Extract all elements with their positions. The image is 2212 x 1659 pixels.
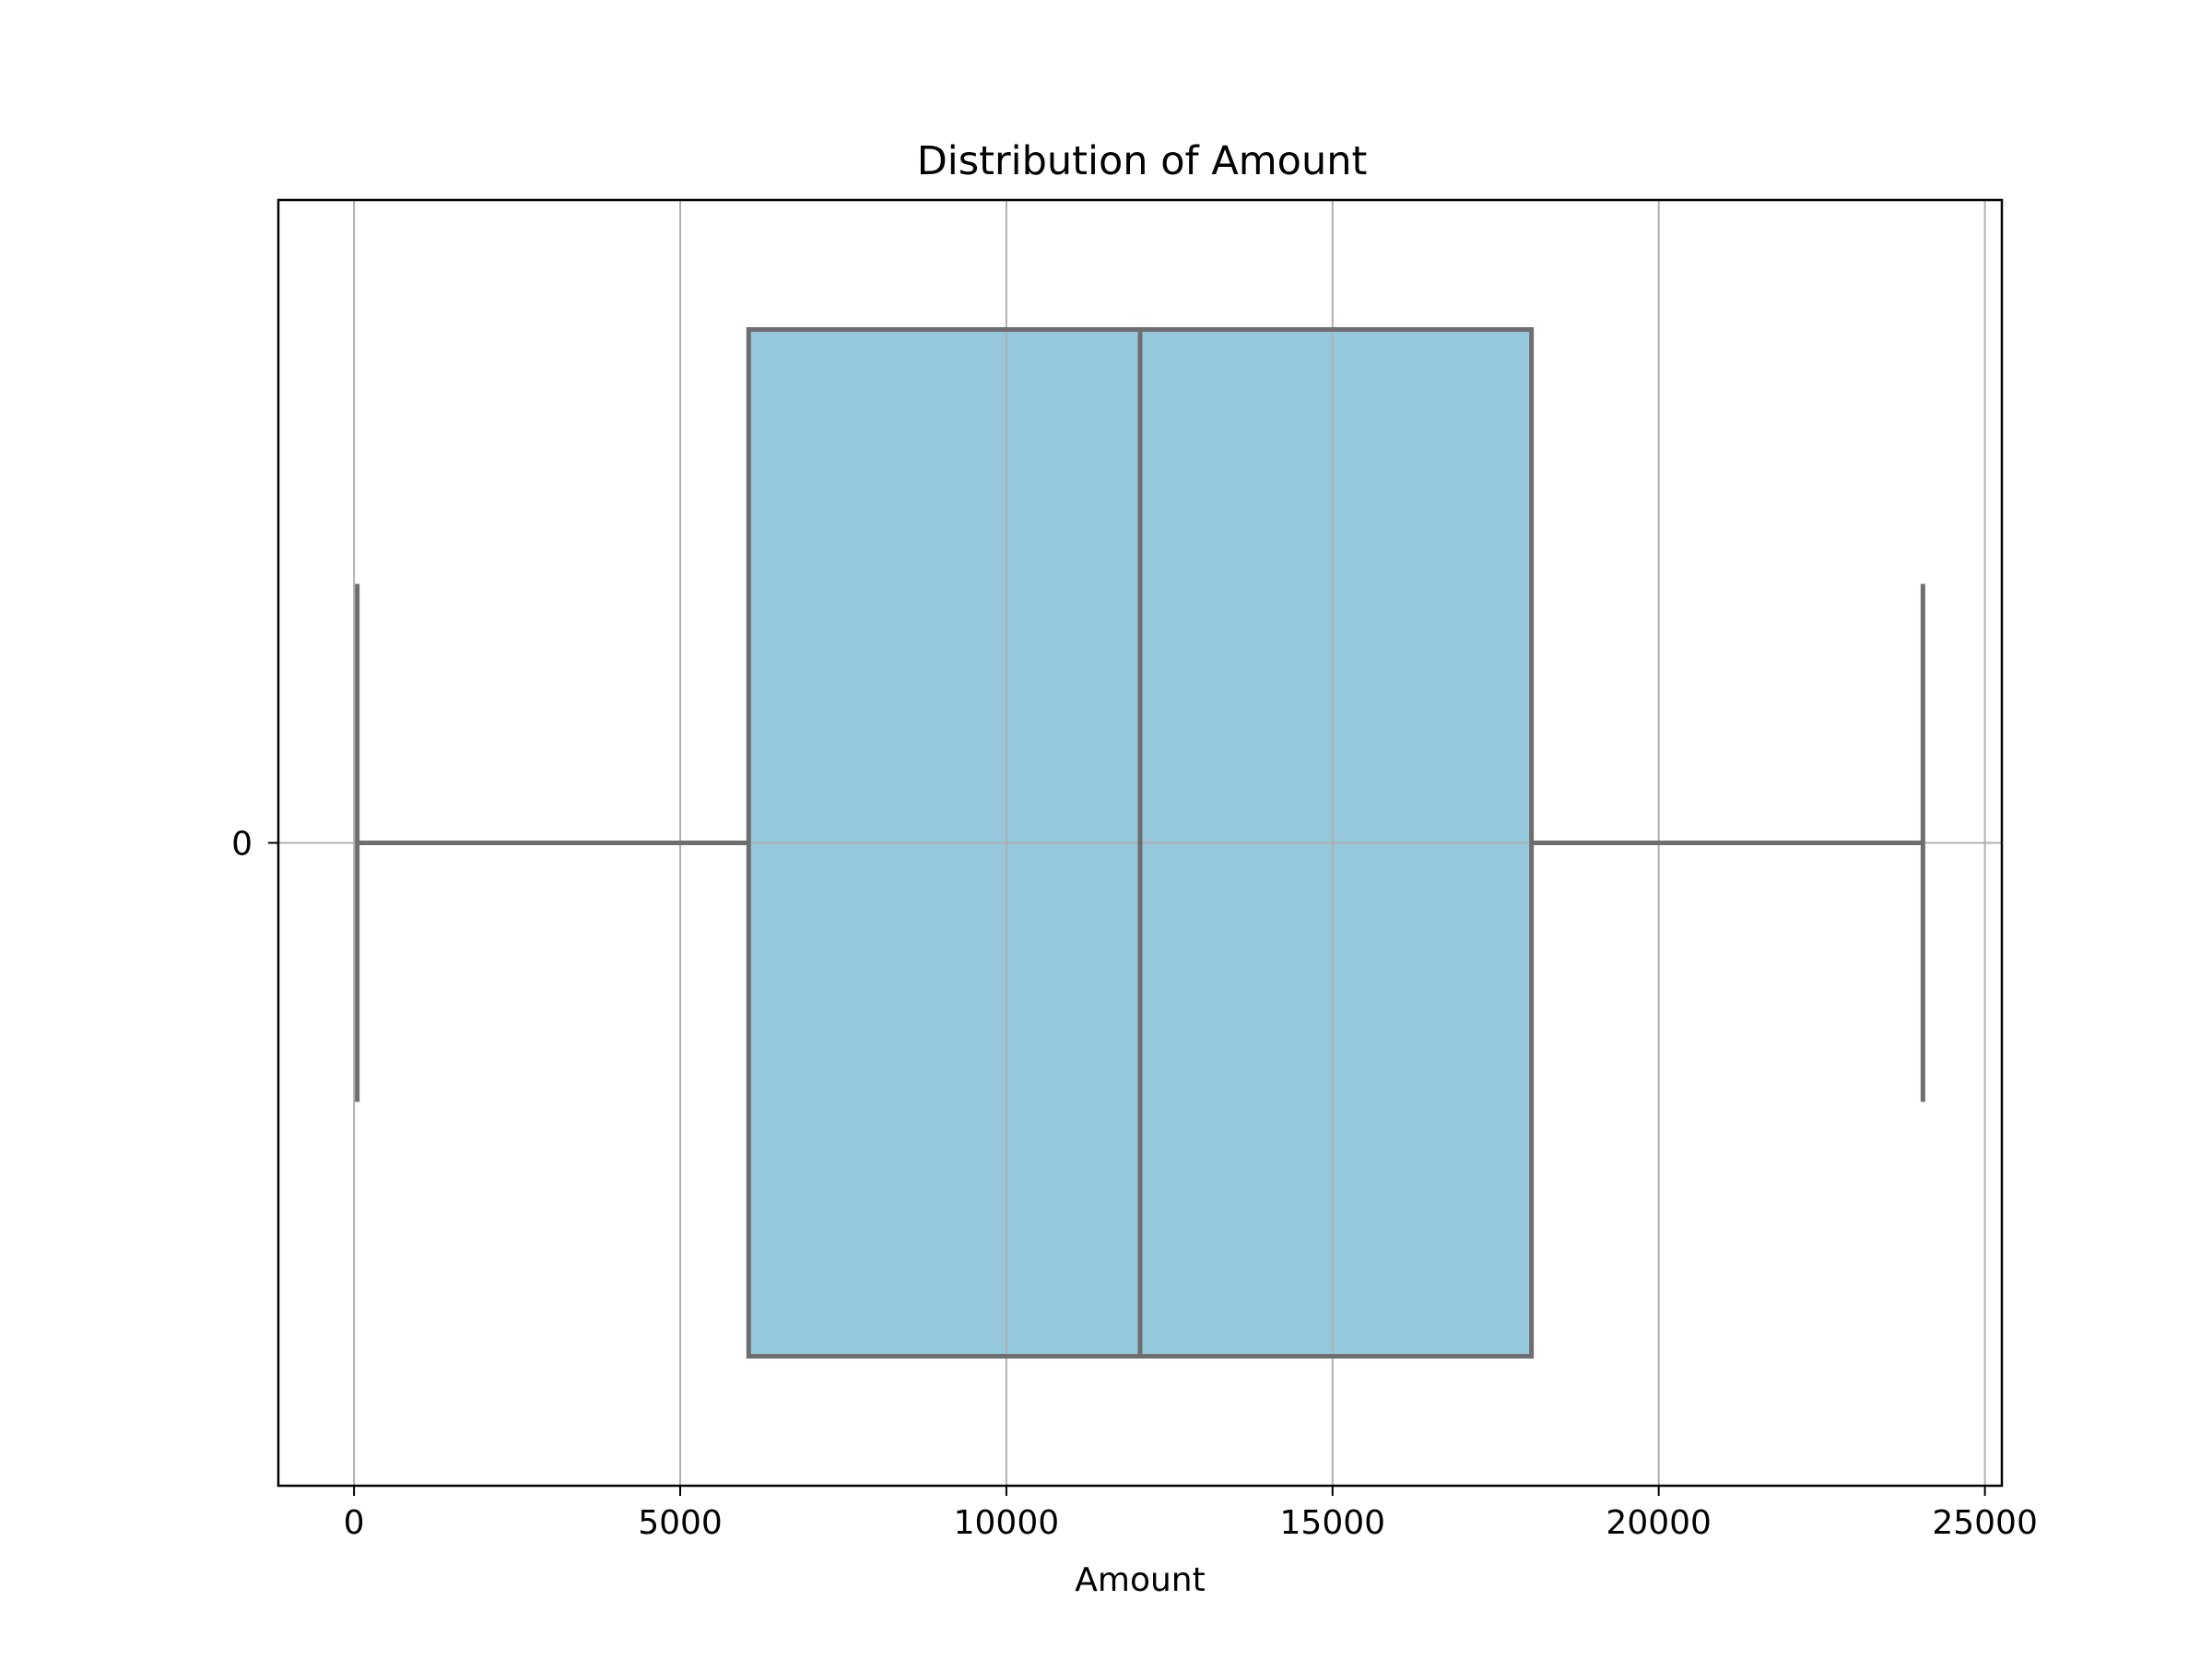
x-tick-label: 10000: [954, 1504, 1060, 1542]
plot-frame: [276, 198, 2004, 1488]
chart-title: Distribution of Amount: [917, 138, 1368, 184]
axis-layer: 0 5000 10000 15000 20000 25000 0: [231, 826, 2038, 1543]
x-tick-label: 25000: [1932, 1504, 2038, 1542]
y-tick-label: 0: [231, 826, 253, 864]
x-tick-label: 5000: [638, 1504, 723, 1542]
x-tick-label: 20000: [1606, 1504, 1712, 1542]
x-tick-label: 15000: [1280, 1504, 1386, 1542]
x-axis-title: Amount: [1075, 1561, 1205, 1599]
x-tick-label: 0: [344, 1504, 365, 1542]
box-layer: [355, 327, 1925, 1359]
